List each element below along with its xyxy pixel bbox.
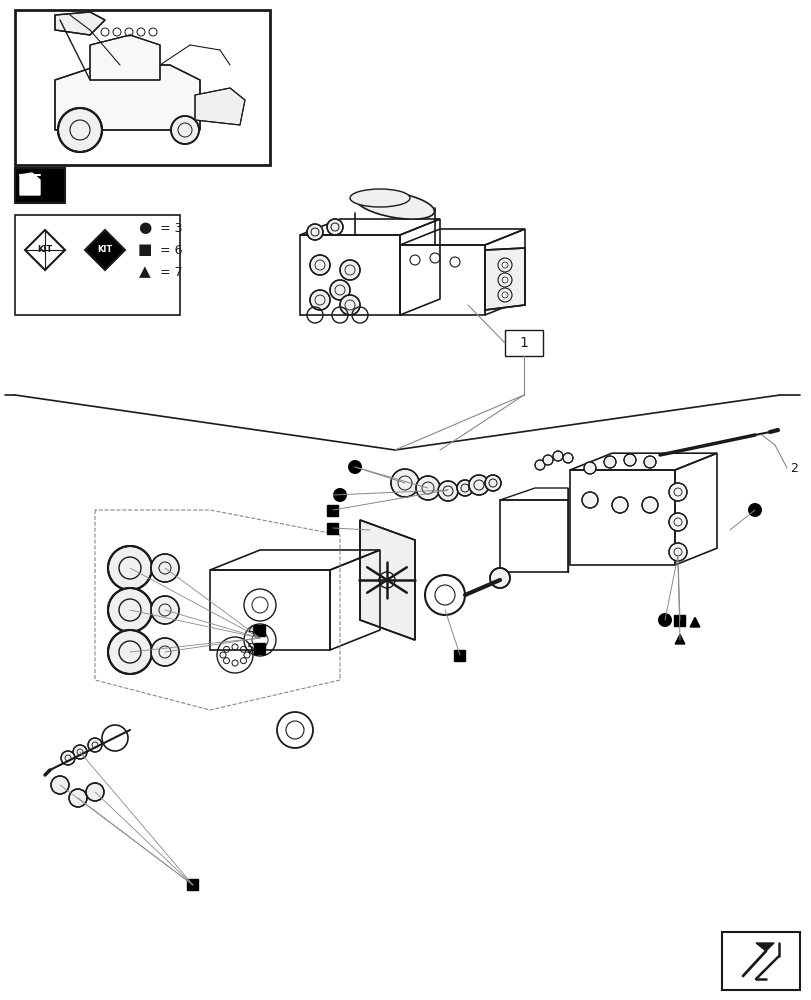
Circle shape <box>73 745 87 759</box>
Ellipse shape <box>355 191 434 219</box>
Text: ■: ■ <box>138 242 152 257</box>
Bar <box>721 932 799 990</box>
Circle shape <box>88 738 102 752</box>
Circle shape <box>329 280 350 300</box>
Polygon shape <box>55 65 200 130</box>
Polygon shape <box>755 943 773 951</box>
Circle shape <box>668 483 686 501</box>
Circle shape <box>379 572 394 588</box>
Circle shape <box>340 295 359 315</box>
Bar <box>500 500 568 572</box>
Circle shape <box>489 568 509 588</box>
Ellipse shape <box>350 189 410 207</box>
Text: ▲: ▲ <box>139 264 151 279</box>
Circle shape <box>642 497 657 513</box>
Text: = 3: = 3 <box>160 222 182 234</box>
Circle shape <box>61 751 75 765</box>
Circle shape <box>310 255 329 275</box>
Circle shape <box>171 116 199 144</box>
Circle shape <box>543 455 552 465</box>
Circle shape <box>552 451 562 461</box>
Bar <box>15 168 65 203</box>
Circle shape <box>108 588 152 632</box>
Circle shape <box>391 469 418 497</box>
Circle shape <box>151 554 178 582</box>
Circle shape <box>469 475 488 495</box>
Bar <box>187 879 198 890</box>
Polygon shape <box>675 634 684 644</box>
Circle shape <box>668 513 686 531</box>
Bar <box>15 10 270 165</box>
Text: ●: ● <box>138 221 152 235</box>
Circle shape <box>415 476 440 500</box>
Circle shape <box>437 481 457 501</box>
Text: = 6: = 6 <box>160 243 182 256</box>
Bar <box>327 504 338 516</box>
Circle shape <box>457 480 473 496</box>
Circle shape <box>603 456 616 468</box>
Circle shape <box>581 492 597 508</box>
Circle shape <box>310 290 329 310</box>
Circle shape <box>562 453 573 463</box>
Text: 2: 2 <box>789 462 797 475</box>
Bar <box>254 624 265 636</box>
Bar <box>504 330 543 356</box>
Polygon shape <box>85 230 125 270</box>
Circle shape <box>583 462 595 474</box>
Circle shape <box>333 488 346 502</box>
Circle shape <box>611 497 627 513</box>
Circle shape <box>151 638 178 666</box>
Polygon shape <box>55 12 105 35</box>
Circle shape <box>108 546 152 590</box>
Circle shape <box>86 783 104 801</box>
Circle shape <box>69 789 87 807</box>
Circle shape <box>327 219 342 235</box>
Circle shape <box>58 108 102 152</box>
Circle shape <box>747 503 761 517</box>
Circle shape <box>484 475 500 491</box>
Circle shape <box>108 630 152 674</box>
Bar <box>15 215 180 315</box>
Circle shape <box>623 454 635 466</box>
Bar <box>327 522 338 534</box>
Polygon shape <box>484 248 525 310</box>
Circle shape <box>51 776 69 794</box>
Circle shape <box>340 260 359 280</box>
Bar <box>674 614 684 626</box>
Bar <box>454 650 465 660</box>
Circle shape <box>657 613 672 627</box>
Text: = 7: = 7 <box>160 265 182 278</box>
Circle shape <box>534 460 544 470</box>
Text: KIT: KIT <box>37 245 53 254</box>
Polygon shape <box>20 173 40 195</box>
Bar <box>254 643 265 654</box>
Text: 4: 4 <box>247 624 255 637</box>
Text: KIT: KIT <box>97 245 113 254</box>
Circle shape <box>151 596 178 624</box>
Polygon shape <box>195 88 245 125</box>
Polygon shape <box>90 35 160 80</box>
Polygon shape <box>359 520 414 640</box>
Circle shape <box>307 224 323 240</box>
Circle shape <box>348 460 362 474</box>
Circle shape <box>668 543 686 561</box>
Polygon shape <box>689 617 699 627</box>
Text: 5: 5 <box>247 642 255 654</box>
Circle shape <box>643 456 655 468</box>
Text: 1: 1 <box>519 336 528 350</box>
